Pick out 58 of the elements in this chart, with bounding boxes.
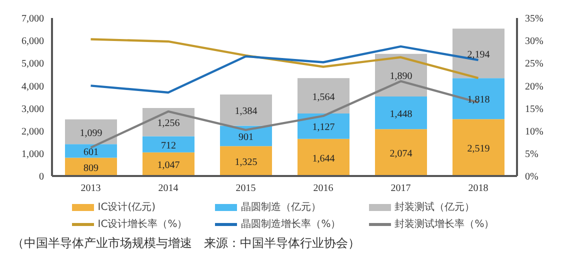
legend-label: IC设计(亿元) [98, 200, 156, 214]
x-tick-label: 2017 [390, 183, 411, 194]
x-tick-label: 2013 [80, 183, 101, 194]
y-tick-label: 3,000 [22, 104, 44, 115]
data-label: 2,194 [467, 49, 490, 60]
bar [298, 113, 350, 139]
bar [375, 96, 427, 130]
x-tick-label: 2018 [468, 183, 488, 194]
y2-tick-label: 20% [525, 81, 544, 92]
legend-label: 封装测试（亿元） [394, 200, 475, 214]
bar [220, 94, 272, 126]
y-tick-label: 0 [39, 172, 44, 183]
data-label: 809 [84, 162, 98, 174]
data-label: 2,519 [467, 144, 490, 155]
y2-tick-label: 15% [525, 104, 544, 115]
y2-tick-label: 30% [525, 36, 544, 48]
y2-tick-label: 5% [525, 148, 538, 160]
y-tick-label: 6,000 [22, 36, 44, 48]
data-label: 601 [84, 146, 98, 158]
y-tick-label: 5,000 [22, 58, 44, 70]
y-tick-label: 1,000 [22, 148, 44, 160]
legend-label: IC设计增长率（%） [98, 218, 188, 231]
legend-label: 晶圆制造（亿元） [241, 200, 322, 214]
y2-tick-label: 35% [525, 14, 544, 25]
bar [142, 136, 194, 152]
data-label: 1,047 [157, 160, 180, 172]
text: （中国半导体产业市场规模与增速 来源：中国半导体行业协会） [12, 235, 361, 252]
y2-tick-label: 10% [525, 126, 544, 138]
legend-label: 晶圆制造增长率（%） [241, 218, 341, 231]
bar [452, 28, 504, 78]
y-tick-label: 2,000 [22, 126, 44, 138]
data-label: 712 [161, 140, 176, 152]
data-label: 1,127 [312, 122, 335, 134]
bar [220, 146, 272, 176]
bar [298, 78, 350, 114]
data-label: 1,644 [312, 153, 335, 164]
x-tick-label: 2014 [158, 183, 178, 194]
data-label: 1,890 [390, 71, 412, 82]
bar [298, 138, 350, 176]
bar [452, 119, 504, 176]
x-tick-label: 2015 [236, 183, 256, 194]
legend-label: 封装测试增长率（%） [394, 218, 494, 231]
bar [452, 78, 504, 120]
y-tick-label: 4,000 [22, 81, 44, 92]
data-label: 901 [238, 132, 254, 143]
y2-tick-label: 25% [525, 58, 544, 70]
data-label: 2,074 [390, 148, 412, 160]
data-label: 1,325 [234, 157, 258, 168]
bar [375, 129, 427, 176]
y-tick-label: 7,000 [22, 14, 44, 25]
x-tick-label: 2016 [313, 183, 334, 194]
data-label: 1,256 [157, 118, 180, 130]
data-label: 1,099 [80, 128, 102, 139]
data-label: 1,818 [467, 94, 490, 106]
data-label: 1,564 [312, 92, 335, 103]
data-label: 1,384 [234, 106, 258, 118]
y2-tick-label: 0% [525, 172, 538, 183]
data-label: 1,448 [390, 108, 412, 120]
